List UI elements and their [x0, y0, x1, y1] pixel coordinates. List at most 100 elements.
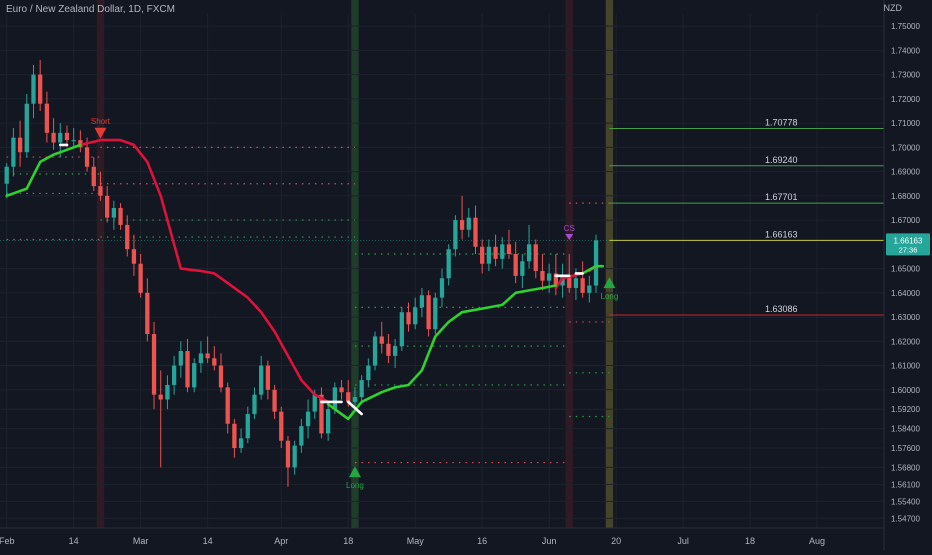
- price-tick-label: 1.57600: [891, 444, 920, 453]
- candle-body: [192, 363, 197, 388]
- candle-body: [151, 334, 157, 395]
- candle-body: [265, 365, 271, 390]
- candle-body: [332, 387, 337, 410]
- price-tick-label: 1.63000: [891, 313, 920, 322]
- trail-stop-up: [5, 143, 82, 198]
- candle-body: [587, 285, 592, 293]
- candle-body: [11, 137, 16, 167]
- time-tick-label: Jun: [542, 536, 557, 546]
- candle-body: [299, 426, 304, 446]
- candle-body: [513, 254, 518, 276]
- candle-body: [386, 343, 391, 356]
- candle-body: [352, 397, 358, 402]
- highlight-column: [351, 0, 359, 528]
- candle-body: [426, 295, 431, 330]
- price-tick-label: 1.60000: [891, 386, 920, 395]
- candle-body: [593, 240, 599, 286]
- candle-body: [84, 147, 90, 167]
- price-axis-panel: [884, 0, 932, 550]
- candle-body: [111, 207, 116, 218]
- candle-body: [232, 423, 237, 448]
- candle-body: [439, 278, 445, 298]
- target-line-label: 1.63086: [765, 304, 798, 314]
- signal-arrow-up: [603, 277, 616, 289]
- candle-body: [252, 394, 257, 415]
- candle-body: [466, 217, 471, 230]
- trail-stop-down: [554, 272, 584, 290]
- candle-body: [64, 132, 70, 141]
- candle-body: [493, 246, 498, 259]
- target-line-label: 1.66163: [765, 229, 798, 239]
- time-tick-label: 14: [69, 536, 79, 546]
- candle-body: [131, 249, 137, 264]
- time-tick-label: 14: [203, 536, 213, 546]
- price-tick-label: 1.75000: [891, 22, 920, 31]
- candle-body: [185, 351, 190, 388]
- candle-body: [17, 137, 23, 153]
- time-tick-label: 16: [477, 536, 487, 546]
- candle-body: [573, 278, 579, 288]
- candle-body: [399, 312, 404, 347]
- candle-body: [486, 246, 492, 264]
- signal-label: Short: [91, 117, 111, 126]
- candle-body: [212, 358, 217, 366]
- signal-label: CS: [564, 224, 575, 233]
- candle-body: [305, 411, 311, 427]
- time-tick-label: Jul: [677, 536, 689, 546]
- highlight-column: [605, 0, 614, 528]
- candle-body: [319, 394, 324, 434]
- price-tick-label: 1.74000: [891, 46, 920, 55]
- candle-body: [419, 295, 425, 308]
- candle-body: [312, 394, 317, 412]
- candle-body: [406, 312, 411, 325]
- candle-body: [453, 220, 458, 250]
- candle-body: [526, 244, 532, 262]
- candle-body: [547, 273, 552, 281]
- price-tick-label: 1.62000: [891, 337, 920, 346]
- candle-body: [158, 394, 163, 400]
- price-tick-label: 1.61000: [891, 362, 920, 371]
- candle-body: [4, 166, 9, 184]
- candle-body: [178, 351, 183, 366]
- price-tick-label: 1.58400: [891, 425, 920, 434]
- candle-body: [446, 249, 451, 279]
- price-tick-label: 1.56800: [891, 463, 920, 472]
- highlight-column: [96, 0, 105, 528]
- candle-body: [560, 275, 565, 286]
- candle-body: [279, 411, 284, 441]
- target-line-label: 1.67701: [765, 192, 798, 202]
- candle-body: [326, 409, 331, 434]
- candle-body: [480, 246, 485, 264]
- price-tick-label: 1.68000: [891, 192, 920, 201]
- price-tick-label: 1.59200: [891, 405, 920, 414]
- candle-body: [58, 132, 63, 143]
- candle-body: [500, 244, 505, 259]
- candle-body: [533, 244, 538, 271]
- bar-countdown: 27:36: [899, 245, 918, 254]
- price-tick-label: 1.73000: [891, 71, 920, 80]
- target-line-label: 1.70778: [765, 117, 798, 127]
- signal-arrow-down: [94, 127, 107, 139]
- candle-body: [520, 261, 525, 276]
- price-tick-label: 1.72000: [891, 95, 920, 104]
- price-tick-label: 1.54700: [891, 514, 920, 523]
- candle-body: [218, 365, 224, 388]
- candle-body: [31, 74, 36, 104]
- candle-body: [580, 278, 585, 293]
- candle-body: [125, 224, 130, 250]
- time-tick-label: Mar: [133, 536, 149, 546]
- candle-body: [473, 217, 478, 247]
- time-tick-label: 20: [611, 536, 621, 546]
- candle-body: [346, 392, 351, 402]
- candle-body: [359, 380, 364, 398]
- candle-body: [51, 132, 56, 143]
- signal-label: Long: [601, 292, 619, 301]
- candle-body: [198, 353, 204, 364]
- time-tick-label: May: [407, 536, 425, 546]
- last-price-tag: [886, 233, 930, 256]
- signal-arrow-small: [565, 234, 574, 241]
- candle-body: [272, 389, 277, 412]
- signal-label: Long: [346, 481, 364, 490]
